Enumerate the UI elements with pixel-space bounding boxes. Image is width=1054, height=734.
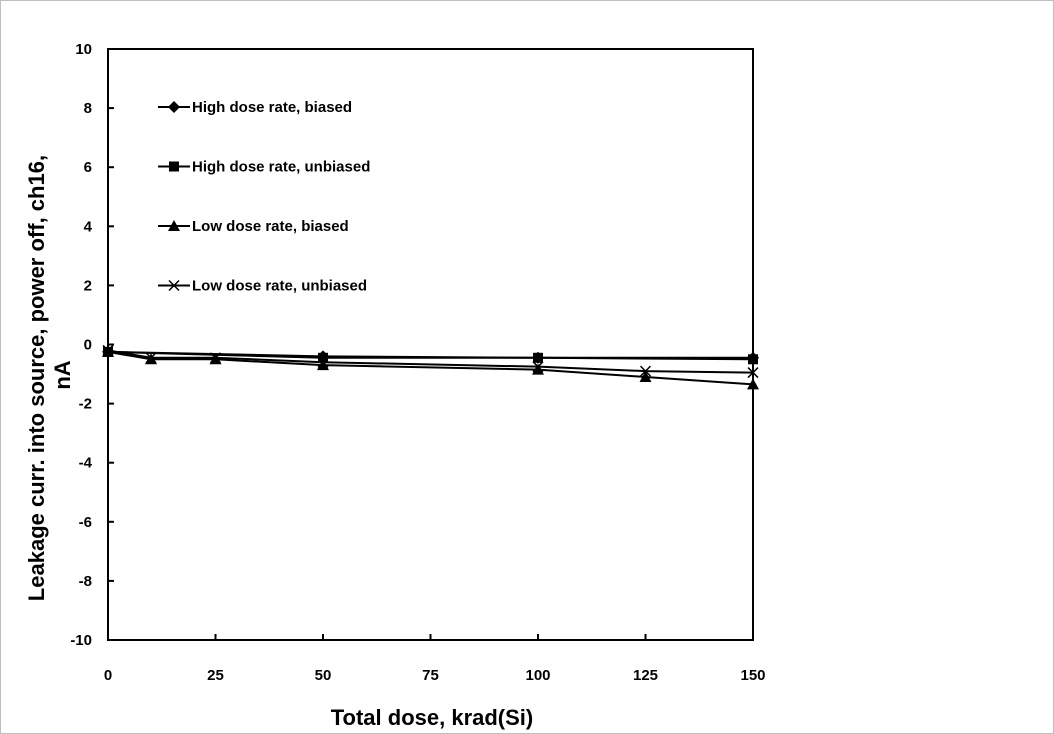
y-tick-label: 0 (84, 337, 92, 354)
plot-border (107, 48, 754, 641)
data-point (747, 378, 759, 390)
legend-item-4: Low dose rate, unbiased (158, 278, 367, 295)
y-tick-label: 8 (84, 100, 92, 117)
y-tick-label: 2 (84, 277, 92, 294)
legend-label: Low dose rate, unbiased (192, 278, 367, 295)
y-axis-title-line-2: nA (50, 360, 75, 389)
y-tick-label: -2 (79, 396, 92, 413)
series-2 (103, 346, 758, 365)
legend-item-1: High dose rate, biased (158, 99, 352, 116)
y-axis-title: Leakage curr. into source, power off, ch… (24, 149, 75, 601)
data-point (145, 352, 157, 364)
data-point (747, 367, 759, 379)
y-tick-label: -6 (79, 514, 92, 531)
legend: High dose rate, biased High dose rate, un… (158, 99, 370, 295)
data-point (748, 354, 758, 365)
y-axis-title-line-1: Leakage curr. into source, power off, ch… (24, 155, 49, 601)
y-tick-label: -10 (70, 632, 92, 649)
y-tick-label: -4 (79, 455, 93, 472)
y-tick-label: -8 (79, 573, 92, 590)
data-point (317, 359, 329, 371)
legend-label: High dose rate, biased (192, 99, 352, 116)
legend-item-3: Low dose rate, biased (158, 218, 349, 235)
series-4 (102, 344, 759, 379)
data-point (317, 356, 329, 368)
legend-label: Low dose rate, biased (192, 218, 349, 235)
data-point (532, 361, 544, 373)
data-point (209, 352, 222, 364)
x-tick-label: 100 (525, 667, 550, 684)
x-tick-label: 125 (633, 667, 658, 684)
legend-marker (168, 279, 180, 292)
data-point (102, 344, 114, 356)
legend-label: High dose rate, unbiased (192, 159, 370, 176)
axes: 10 8 6 4 2 0 -2 -4 -6 -8 -10 0 25 50 75 100 125 150 (70, 41, 765, 684)
y-tick-label: 6 (84, 159, 92, 176)
x-tick-label: 25 (207, 667, 224, 684)
x-tick-label: 75 (422, 667, 439, 684)
data-point (533, 352, 543, 363)
legend-item-2: High dose rate, unbiased (158, 159, 370, 176)
x-axis-title: Total dose, krad(Si) (331, 705, 534, 730)
series-group (102, 344, 759, 390)
data-point (532, 363, 544, 375)
x-tick-label: 0 (104, 667, 112, 684)
legend-marker (169, 161, 179, 172)
y-tick-label: 4 (84, 218, 93, 235)
data-point (639, 365, 652, 377)
legend-marker (168, 220, 180, 231)
data-point (318, 352, 328, 363)
series-3 (102, 345, 759, 390)
legend-marker (168, 101, 180, 113)
x-tick-label: 150 (740, 667, 765, 684)
y-tick-label: 10 (75, 41, 92, 58)
data-point (639, 371, 652, 383)
x-tick-label: 50 (315, 667, 332, 684)
